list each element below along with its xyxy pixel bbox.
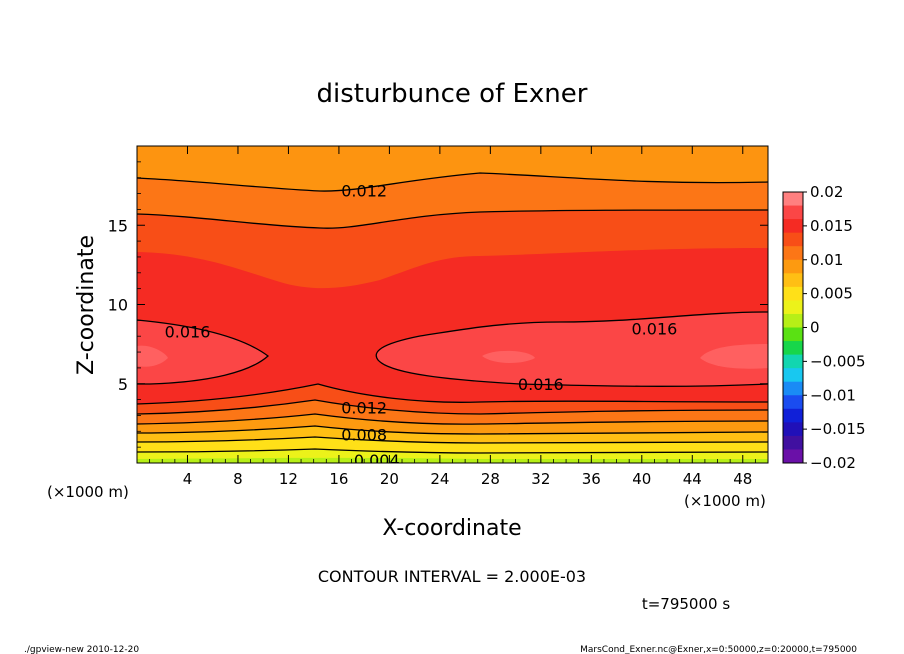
x-tick-label: 32 [531,470,550,488]
band-0.020-right [700,344,768,369]
contour-line-0.010-low [137,413,768,425]
time-label: t=795000 s [642,595,730,613]
colorbar-tick-label: −0.01 [810,386,856,404]
contour-line-0.014-top [137,209,768,229]
colorbar-segment [783,219,803,234]
colorbar-segment [783,246,803,261]
colorbar-segment [783,300,803,315]
contour-line-0.004-low [137,448,768,454]
contour-interval-label: CONTOUR INTERVAL = 2.000E-03 [318,567,586,586]
colorbar-tick-label: 0 [810,319,820,337]
x-tick-label: 48 [733,470,752,488]
x-tick-label: 40 [632,470,651,488]
colorbar-segment [783,259,803,274]
x-tick-label: 4 [183,470,193,488]
x-tick-label: 20 [380,470,399,488]
footer-left: ./gpview-new 2010-12-20 [24,645,139,654]
x-unit-label-right: (×1000 m) [684,492,766,510]
contour-label: 0.016 [165,322,211,341]
band-0.020-mid [482,350,535,363]
x-tick-label: 16 [329,470,348,488]
colorbar-segment [783,205,803,220]
x-axis-label: X-coordinate [382,516,521,541]
contour-line-0.012-low [137,399,768,415]
colorbar-segment [783,341,803,356]
colorbar-segment [783,232,803,247]
contour-label: 0.016 [518,375,564,394]
contour-label: 0.012 [341,181,387,200]
band-0.018-right [376,312,768,387]
band-0.018-left [137,320,268,384]
colorbar-segment [783,354,803,369]
contour-line-0.014-low [137,383,768,405]
contour-lines [137,172,768,454]
y-tick-label: 15 [108,216,128,235]
colorbar-segment [783,192,803,207]
colorbar-tick-label: −0.015 [810,420,866,438]
footer-right: MarsCond_Exner.nc@Exner,x=0:50000,z=0:20… [580,645,857,654]
contour-line-0.012-top [137,172,768,192]
colorbar-ticks: 0.02 0.015 0.01 0.005 0 −0.005 −0.01 −0.015 −0.0… [803,183,866,472]
colorbar-segment [783,313,803,328]
contour-label: 0.016 [632,319,678,338]
colorbar-segment [783,381,803,396]
chart-title: disturbunce of Exner [317,79,588,109]
x-tick-label: 24 [430,470,449,488]
colorbar-segment [783,327,803,342]
colorbar-segment [783,408,803,423]
x-tick-label: 8 [233,470,243,488]
contour-label: 0.008 [341,425,387,444]
y-axis-ticks: 5 10 15 [108,161,768,448]
colorbar-tick-label: 0.01 [810,251,843,269]
colorbar-segment [783,449,803,464]
contour-line-0.006-low [137,436,768,444]
x-unit-label-left: (×1000 m) [47,483,129,501]
x-tick-label: 12 [279,470,298,488]
contour-line-0.016-right [375,311,768,387]
contour-labels: 0.012 0.016 0.016 0.016 0.012 0.008 0.004 [165,181,678,470]
y-tick-label: 5 [118,375,128,394]
colorbar-segment [783,286,803,301]
colorbar-tick-label: 0.015 [810,217,853,235]
band-0.020-left [137,345,168,367]
y-axis-label: Z-coordinate [74,235,99,375]
x-axis-ticks: 4 8 12 16 20 24 28 32 36 40 44 48 [149,146,756,488]
x-tick-label: 28 [481,470,500,488]
colorbar-segment [783,435,803,450]
colorbar [783,192,803,464]
contour-line-0.016-left [137,319,270,385]
colorbar-segment [783,422,803,437]
contour-label: 0.012 [341,399,387,418]
x-tick-label: 36 [582,470,601,488]
contour-plot: 0.012 0.016 0.016 0.016 0.012 0.008 0.004 [137,146,768,470]
colorbar-segment [783,273,803,288]
x-tick-label: 44 [683,470,702,488]
contour-label: 0.004 [354,451,400,470]
colorbar-segment [783,395,803,410]
colorbar-tick-label: 0.02 [810,183,843,201]
colorbar-tick-label: −0.005 [810,352,866,370]
colorbar-tick-label: 0.005 [810,285,853,303]
contour-line-0.008-low [137,425,768,435]
colorbar-segment [783,368,803,383]
y-tick-label: 10 [108,296,128,315]
colorbar-tick-label: −0.02 [810,454,856,472]
